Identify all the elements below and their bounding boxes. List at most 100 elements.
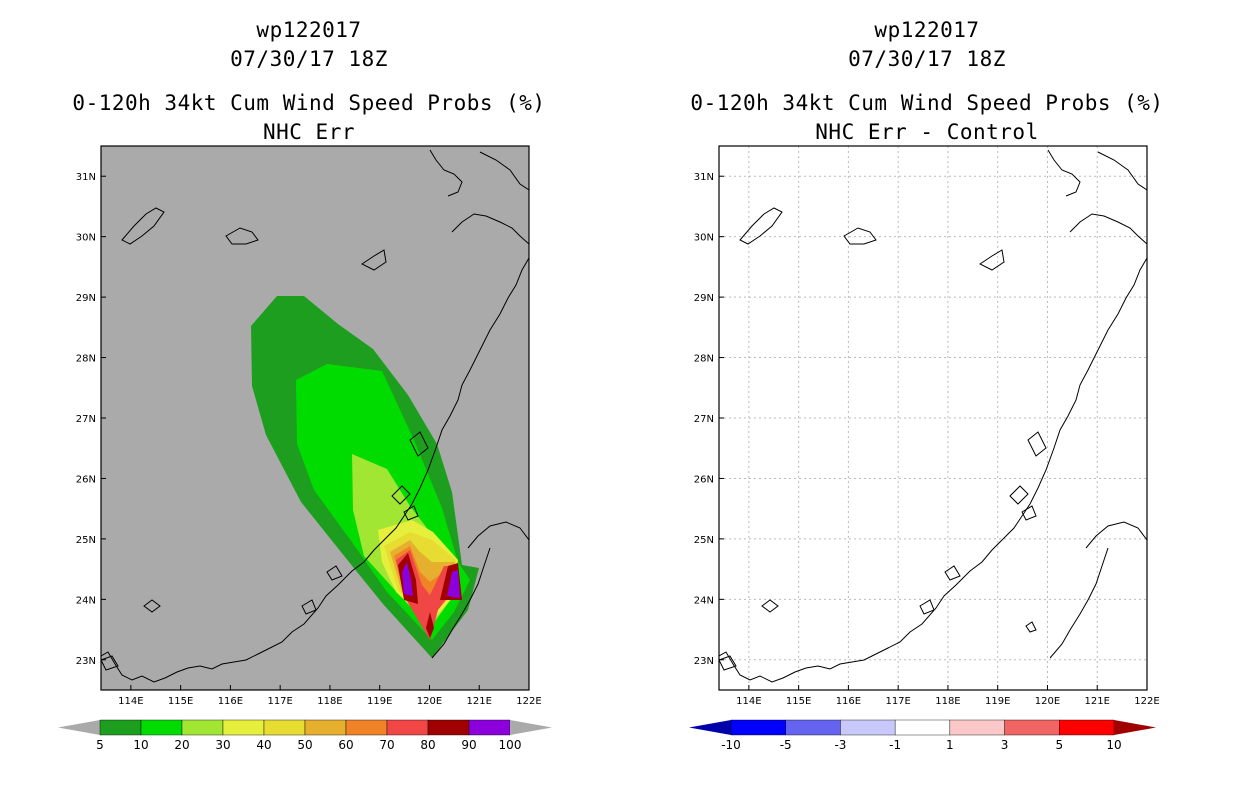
colorbar-label: 70 [379,738,394,752]
lat-label: 23N [76,656,96,667]
lon-label: 115E [168,696,193,707]
colorbar: 5 10 20 30 40 50 60 70 80 90 100 [58,719,552,752]
latitude-labels: 31N 30N 29N 28N 27N 26N 25N 24N 23N [694,172,724,667]
lon-label: 114E [118,696,143,707]
forecast-datetime: 07/30/17 18Z [848,47,1006,71]
colorbar-segment [1004,719,1060,736]
colorbar-segment [730,719,786,736]
lat-label: 23N [694,656,714,667]
longitude-labels: 114E 115E 116E 117E 118E 119E 120E 121E 122E [118,685,542,707]
colorbar-label: 10 [1106,738,1121,752]
lon-label: 117E [885,696,910,707]
latitude-labels: 31N 30N 29N 28N 27N 26N 25N 24N 23N [76,172,106,667]
colorbar-label: 20 [174,738,189,752]
colorbar-max-triangle [510,720,552,735]
storm-id: wp122017 [874,18,980,42]
panel-nhc-err-minus-control: wp122017 07/30/17 18Z 0-120h 34kt Cum Wi… [618,0,1236,800]
lat-label: 25N [694,535,714,546]
lon-label: 115E [786,696,811,707]
lon-label: 119E [367,696,392,707]
lon-label: 114E [736,696,761,707]
colorbar-label: 5 [1055,738,1063,752]
longitude-labels: 114E 115E 116E 117E 118E 119E 120E 121E 122E [736,685,1160,707]
contour-90-100-west [402,562,413,596]
colorbar-label: -5 [780,738,792,752]
lon-label: 122E [1134,696,1159,707]
colorbar-label: 3 [1001,738,1009,752]
lat-label: 28N [76,354,96,365]
colorbar-label: 60 [338,738,353,752]
lon-label: 120E [1035,696,1060,707]
colorbar-segment [468,719,511,736]
lon-label: 120E [417,696,442,707]
lat-label: 29N [694,293,714,304]
colorbar-label: -10 [721,738,741,752]
contour-80-90-south [426,612,434,638]
lon-label: 121E [1085,696,1110,707]
panel-nhc-err: wp122017 07/30/17 18Z 0-120h 34kt Cum Wi… [58,18,552,752]
colorbar-segment [181,719,224,736]
colorbar-label: 40 [256,738,271,752]
lon-label: 118E [317,696,342,707]
colorbar-label: 5 [96,738,104,752]
lon-label: 116E [836,696,861,707]
colorbar-segment [1059,719,1115,736]
lat-label: 26N [694,474,714,485]
colorbar: -10 -5 -3 -1 1 3 5 10 [689,719,1156,752]
lat-label: 24N [76,595,96,606]
probability-contours [251,296,479,658]
lon-label: 118E [935,696,960,707]
lat-label: 31N [694,172,714,183]
lat-label: 27N [76,414,96,425]
colorbar-segment [785,719,841,736]
colorbar-max-triangle [1114,720,1156,735]
map-figure: 31N 30N 29N 28N 27N 26N 25N 24N 23N 114E 115E 116E… [58,145,552,752]
colorbar-segment [263,719,306,736]
coastline [719,149,1147,683]
panel-subtitle: NHC Err - Control [815,120,1039,144]
lat-label: 27N [694,414,714,425]
storm-id: wp122017 [256,18,362,42]
colorbar-segment [222,719,265,736]
lat-label: 31N [76,172,96,183]
colorbar-label: 90 [461,738,476,752]
colorbar-label: -1 [889,738,901,752]
forecast-datetime: 07/30/17 18Z [230,47,388,71]
product-title: 0-120h 34kt Cum Wind Speed Probs (%) [72,91,546,115]
lat-label: 28N [694,354,714,365]
product-title: 0-120h 34kt Cum Wind Speed Probs (%) [690,91,1164,115]
colorbar-segment [140,719,183,736]
lon-label: 121E [467,696,492,707]
lon-label: 119E [985,696,1010,707]
panel-subtitle: NHC Err [262,120,355,144]
colorbar-label: 50 [297,738,312,752]
lat-label: 30N [694,233,714,244]
colorbar-segment [304,719,347,736]
lon-label: 116E [218,696,243,707]
coastline [101,149,529,683]
lon-label: 122E [516,696,541,707]
colorbar-label: 30 [215,738,230,752]
colorbar-segment [427,719,470,736]
colorbar-segment [894,719,951,736]
lat-label: 24N [694,595,714,606]
colorbar-segment [386,719,429,736]
contour-90-100-east [447,570,460,598]
colorbar-label: 10 [133,738,148,752]
lon-label: 117E [267,696,292,707]
colorbar-label: -3 [834,738,846,752]
colorbar-segment [949,719,1005,736]
colorbar-segment [345,719,388,736]
colorbar-segment [840,719,896,736]
colorbar-label: 80 [420,738,435,752]
lat-label: 25N [76,535,96,546]
colorbar-segment [99,719,142,736]
colorbar-label: 1 [946,738,954,752]
lat-label: 30N [76,233,96,244]
lat-label: 29N [76,293,96,304]
lat-label: 26N [76,474,96,485]
colorbar-min-triangle [689,720,731,735]
map-figure: 31N 30N 29N 28N 27N 26N 25N 24N 23N 114E 115E 116E… [689,145,1160,752]
colorbar-min-triangle [58,720,100,735]
colorbar-label: 100 [499,738,522,752]
